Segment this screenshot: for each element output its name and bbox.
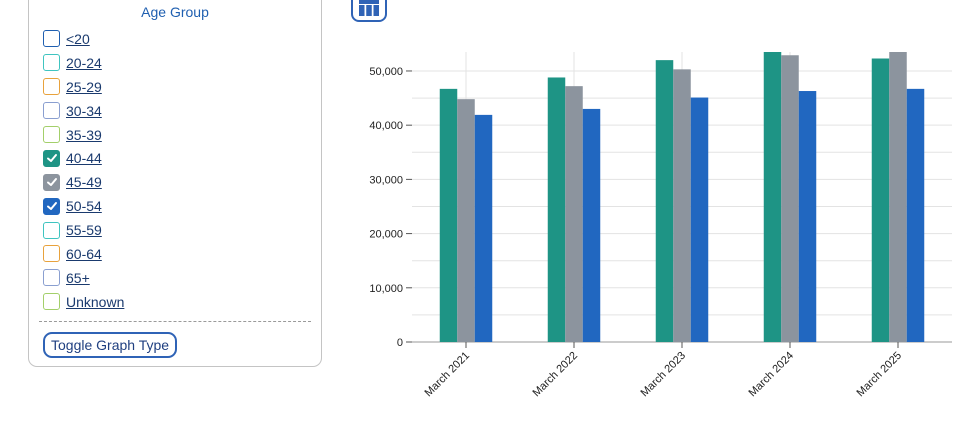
age-group-item[interactable]: Unknown bbox=[43, 290, 124, 314]
panel-title: Age Group bbox=[141, 4, 209, 20]
x-tick-label: March 2025 bbox=[855, 350, 905, 400]
bar bbox=[690, 97, 709, 342]
check-icon bbox=[46, 178, 57, 187]
age-group-label[interactable]: 50-54 bbox=[66, 198, 102, 215]
age-group-item[interactable]: 60-64 bbox=[43, 242, 124, 266]
bar bbox=[673, 69, 691, 342]
age-group-checkbox[interactable] bbox=[43, 221, 60, 239]
age-group-checkbox[interactable] bbox=[43, 245, 60, 263]
table-icon bbox=[359, 0, 379, 16]
age-group-label[interactable]: 45-49 bbox=[66, 174, 102, 191]
age-group-item[interactable]: 25-29 bbox=[43, 75, 124, 99]
age-group-label[interactable]: 25-29 bbox=[66, 78, 102, 95]
age-group-item[interactable]: 30-34 bbox=[43, 99, 124, 123]
age-group-checkbox[interactable] bbox=[43, 269, 60, 287]
age-group-label[interactable]: 40-44 bbox=[66, 150, 102, 167]
age-group-item[interactable]: 40-44 bbox=[43, 146, 124, 170]
y-tick-label: 40,000 bbox=[369, 120, 403, 132]
age-group-label[interactable]: 20-24 bbox=[66, 54, 102, 71]
age-group-item[interactable]: 45-49 bbox=[43, 170, 124, 194]
check-icon bbox=[46, 154, 57, 163]
bar bbox=[889, 52, 907, 342]
age-group-label[interactable]: 60-64 bbox=[66, 245, 102, 262]
age-group-checkbox[interactable] bbox=[43, 197, 60, 215]
divider bbox=[39, 321, 311, 322]
y-tick-label: 0 bbox=[397, 337, 403, 349]
age-group-checkbox[interactable] bbox=[43, 102, 60, 120]
bar bbox=[474, 114, 493, 342]
check-icon bbox=[46, 202, 57, 211]
age-group-checkbox[interactable] bbox=[43, 30, 60, 48]
bar bbox=[582, 108, 601, 342]
age-group-checkbox[interactable] bbox=[43, 173, 60, 191]
age-group-item[interactable]: 35-39 bbox=[43, 123, 124, 147]
age-group-checkbox[interactable] bbox=[43, 78, 60, 96]
age-group-list: <20 20-24 25-29 30-34 35-39 40-44 45-49 50-54 55… bbox=[43, 27, 124, 314]
age-group-label[interactable]: 65+ bbox=[66, 269, 90, 286]
toggle-graph-type-button[interactable]: Toggle Graph Type bbox=[43, 332, 178, 358]
age-group-checkbox[interactable] bbox=[43, 293, 60, 311]
bar bbox=[798, 91, 817, 342]
bar-chart: 0 10,000 20,000 30,000 40,000 50,000 March 202… bbox=[369, 52, 952, 400]
y-tick-label: 20,000 bbox=[369, 229, 403, 241]
bar bbox=[655, 60, 674, 343]
age-group-panel: Age Group <20 20-24 25-29 30-34 35-39 40-44 45… bbox=[28, 0, 322, 367]
y-tick-label: 10,000 bbox=[369, 283, 403, 295]
bar bbox=[457, 99, 475, 343]
table-view-button[interactable] bbox=[351, 0, 387, 22]
bar bbox=[565, 86, 583, 342]
age-group-item[interactable]: <20 bbox=[43, 27, 124, 51]
age-group-checkbox[interactable] bbox=[43, 54, 60, 72]
bar bbox=[871, 58, 890, 343]
x-tick-label: March 2024 bbox=[747, 350, 797, 400]
age-group-item[interactable]: 65+ bbox=[43, 266, 124, 290]
age-group-label[interactable]: 35-39 bbox=[66, 126, 102, 143]
age-group-item[interactable]: 55-59 bbox=[43, 218, 124, 242]
age-group-checkbox[interactable] bbox=[43, 149, 60, 167]
age-group-label[interactable]: Unknown bbox=[66, 293, 125, 310]
y-tick-label: 50,000 bbox=[369, 66, 403, 78]
y-tick-label: 30,000 bbox=[369, 174, 403, 186]
age-group-label[interactable]: 30-34 bbox=[66, 102, 102, 119]
x-tick-label: March 2021 bbox=[423, 350, 473, 400]
age-group-checkbox[interactable] bbox=[43, 126, 60, 143]
age-group-label[interactable]: 55-59 bbox=[66, 222, 102, 239]
age-group-item[interactable]: 50-54 bbox=[43, 194, 124, 218]
bar bbox=[763, 52, 782, 342]
x-tick-label: March 2023 bbox=[639, 350, 689, 400]
age-group-item[interactable]: 20-24 bbox=[43, 51, 124, 75]
x-tick-label: March 2022 bbox=[531, 350, 581, 400]
bar bbox=[781, 55, 799, 343]
age-group-label[interactable]: <20 bbox=[66, 30, 90, 47]
bar bbox=[547, 77, 566, 343]
bar bbox=[906, 88, 925, 343]
bar bbox=[439, 88, 458, 343]
